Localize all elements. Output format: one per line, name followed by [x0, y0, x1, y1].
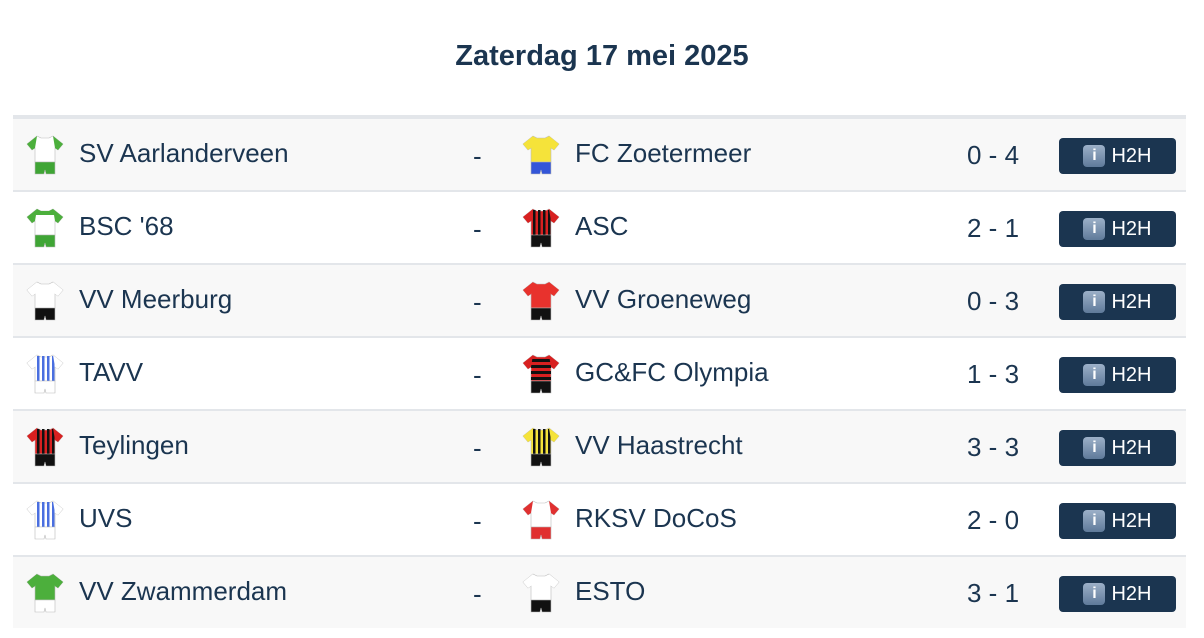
away-shirt-icon: [521, 207, 561, 249]
h2h-button[interactable]: i H2H: [1059, 211, 1176, 247]
separator: -: [473, 506, 482, 536]
home-shirt-icon: [25, 280, 65, 322]
separator: -: [473, 214, 482, 244]
h2h-label: H2H: [1111, 363, 1152, 386]
h2h-button[interactable]: i H2H: [1059, 430, 1176, 466]
match-row: TAVV - GC&FC Olympia 1 - 3 i H2H: [13, 338, 1186, 411]
matches-table: SV Aarlanderveen - FC Zoetermeer 0 - 4 i H2H B…: [13, 115, 1186, 628]
score: 3 - 3: [967, 432, 1020, 462]
info-icon: i: [1083, 218, 1106, 240]
separator: -: [473, 287, 482, 317]
match-row: VV Meerburg - VV Groeneweg 0 - 3 i H2H: [13, 265, 1186, 338]
away-shirt-icon: [521, 353, 561, 395]
match-row: Teylingen - VV Haastrecht 3 - 3 i H2H: [13, 411, 1186, 484]
home-team[interactable]: VV Meerburg: [79, 284, 233, 314]
home-shirt-icon: [25, 499, 65, 541]
h2h-label: H2H: [1111, 582, 1152, 605]
away-shirt-icon: [521, 499, 561, 541]
score: 2 - 1: [967, 213, 1020, 243]
separator: -: [473, 579, 482, 609]
away-team[interactable]: ESTO: [575, 576, 646, 606]
match-row: VV Zwammerdam - ESTO 3 - 1 i H2H: [13, 557, 1186, 628]
score: 2 - 0: [967, 505, 1020, 535]
home-team[interactable]: UVS: [79, 503, 133, 533]
h2h-button[interactable]: i H2H: [1059, 503, 1176, 539]
away-shirt-icon: [521, 280, 561, 322]
h2h-label: H2H: [1111, 144, 1152, 167]
away-team[interactable]: GC&FC Olympia: [575, 357, 769, 387]
separator: -: [473, 433, 482, 463]
h2h-label: H2H: [1111, 436, 1152, 459]
match-row: UVS - RKSV DoCoS 2 - 0 i H2H: [13, 484, 1186, 557]
h2h-button[interactable]: i H2H: [1059, 284, 1176, 320]
match-row: BSC '68 - ASC 2 - 1 i H2H: [13, 192, 1186, 265]
score: 1 - 3: [967, 359, 1020, 389]
info-icon: i: [1083, 510, 1106, 532]
score: 3 - 1: [967, 578, 1020, 608]
match-row: SV Aarlanderveen - FC Zoetermeer 0 - 4 i H2H: [13, 119, 1186, 192]
separator: -: [473, 141, 482, 171]
away-team[interactable]: RKSV DoCoS: [575, 503, 737, 533]
home-shirt-icon: [25, 572, 65, 614]
score: 0 - 4: [967, 140, 1020, 170]
away-team[interactable]: VV Groeneweg: [575, 284, 752, 314]
h2h-label: H2H: [1111, 509, 1152, 532]
h2h-button[interactable]: i H2H: [1059, 357, 1176, 393]
info-icon: i: [1083, 145, 1106, 167]
home-team[interactable]: TAVV: [79, 357, 144, 387]
info-icon: i: [1083, 583, 1106, 605]
h2h-button[interactable]: i H2H: [1059, 138, 1176, 174]
home-team[interactable]: VV Zwammerdam: [79, 576, 288, 606]
home-shirt-icon: [25, 207, 65, 249]
away-shirt-icon: [521, 134, 561, 176]
separator: -: [473, 360, 482, 390]
away-team[interactable]: FC Zoetermeer: [575, 138, 752, 168]
home-team[interactable]: SV Aarlanderveen: [79, 138, 289, 168]
page-title: Zaterdag 17 mei 2025: [455, 40, 749, 72]
home-team[interactable]: BSC '68: [79, 211, 174, 241]
h2h-label: H2H: [1111, 217, 1152, 240]
h2h-button[interactable]: i H2H: [1059, 576, 1176, 612]
home-shirt-icon: [25, 426, 65, 468]
home-shirt-icon: [25, 134, 65, 176]
home-team[interactable]: Teylingen: [79, 430, 189, 460]
away-shirt-icon: [521, 426, 561, 468]
away-team[interactable]: ASC: [575, 211, 629, 241]
score: 0 - 3: [967, 286, 1020, 316]
info-icon: i: [1083, 364, 1106, 386]
away-shirt-icon: [521, 572, 561, 614]
away-team[interactable]: VV Haastrecht: [575, 430, 743, 460]
home-shirt-icon: [25, 353, 65, 395]
h2h-label: H2H: [1111, 290, 1152, 313]
info-icon: i: [1083, 437, 1106, 459]
info-icon: i: [1083, 291, 1106, 313]
